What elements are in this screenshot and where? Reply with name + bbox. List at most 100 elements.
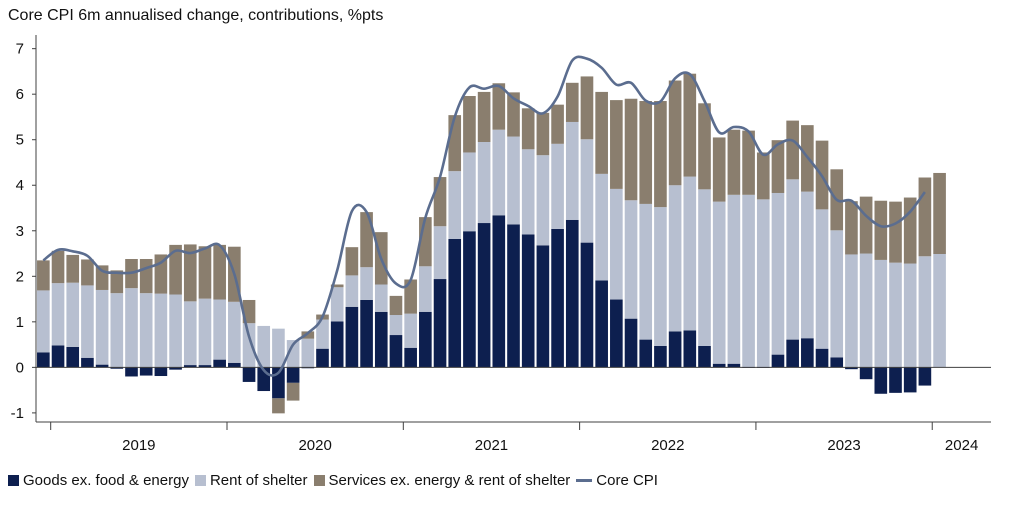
bar-shelter	[51, 283, 65, 346]
bar-shelter	[66, 282, 80, 347]
bar-shelter	[874, 259, 888, 368]
x-tick-label: 2024	[945, 437, 978, 454]
bar-services	[727, 129, 741, 195]
bar-services	[95, 265, 109, 290]
bar-services	[345, 247, 359, 276]
y-tick-label: 7	[16, 41, 24, 58]
bar-goods	[286, 367, 300, 383]
bar-shelter	[624, 200, 638, 319]
bar-goods	[389, 335, 403, 368]
bar-shelter	[125, 288, 138, 368]
bar-shelter	[448, 171, 462, 239]
legend-item-services: Services ex. energy & rent of shelter	[313, 472, 570, 489]
bar-goods	[683, 330, 697, 368]
bar-shelter	[756, 199, 770, 368]
bar-goods	[698, 345, 711, 368]
bar-services	[624, 98, 638, 201]
bar-goods	[228, 362, 241, 368]
bar-services	[859, 196, 873, 254]
y-tick-label: 5	[16, 132, 24, 149]
bar-shelter	[389, 315, 403, 336]
legend-label-goods: Goods ex. food & energy	[23, 472, 189, 489]
legend-swatch-services	[313, 475, 325, 486]
bar-goods	[51, 345, 65, 368]
bar-goods	[815, 348, 829, 368]
bar-goods	[477, 223, 491, 368]
bar-shelter	[551, 143, 564, 229]
bar-shelter	[257, 325, 271, 368]
bar-services	[433, 177, 447, 227]
bar-goods	[448, 238, 462, 368]
legend-item-core: Core CPI	[576, 472, 658, 489]
bar-services	[918, 177, 932, 257]
bar-goods	[786, 339, 799, 368]
bar-goods	[433, 279, 447, 368]
bar-services	[183, 244, 197, 302]
bar-shelter	[668, 185, 682, 332]
bar-shelter	[742, 194, 755, 368]
bar-goods	[903, 367, 917, 393]
x-tick-label: 2020	[298, 437, 331, 454]
bar-services	[845, 201, 858, 255]
bar-services	[477, 91, 491, 142]
bar-goods	[345, 306, 359, 368]
bar-goods	[139, 367, 153, 376]
bar-shelter	[771, 192, 785, 355]
bar-shelter	[712, 201, 726, 364]
bar-goods	[360, 299, 373, 368]
y-tick-label: 0	[16, 359, 24, 376]
legend-label-core: Core CPI	[596, 472, 658, 489]
bar-shelter	[815, 209, 829, 349]
bar-services	[169, 244, 182, 295]
bar-goods	[419, 311, 432, 368]
bar-shelter	[272, 328, 285, 368]
bar-services	[330, 284, 344, 288]
x-tick-label: 2023	[827, 437, 860, 454]
bar-goods	[771, 354, 785, 368]
bar-services	[874, 200, 888, 260]
bar-services	[404, 279, 417, 314]
bar-services	[66, 254, 80, 283]
bar-goods	[169, 367, 182, 370]
legend: Goods ex. food & energy Rent of shelter …	[8, 472, 664, 489]
bar-goods	[595, 280, 608, 368]
bar-goods	[859, 367, 873, 380]
y-tick-label: 1	[16, 314, 24, 331]
legend-label-shelter: Rent of shelter	[209, 472, 308, 489]
bar-goods	[845, 367, 858, 370]
bar-services	[198, 246, 212, 299]
bar-services	[756, 152, 770, 200]
bar-services	[492, 83, 506, 130]
bar-shelter	[507, 136, 520, 225]
bar-goods	[330, 321, 344, 368]
bar-shelter	[110, 293, 124, 368]
bar-shelter	[477, 141, 491, 224]
bar-goods	[404, 347, 417, 368]
bar-shelter	[154, 293, 168, 368]
bar-goods	[727, 363, 741, 368]
legend-item-shelter: Rent of shelter	[194, 472, 308, 489]
bar-goods	[536, 245, 550, 368]
bar-goods	[492, 215, 506, 368]
bar-shelter	[360, 267, 373, 300]
bar-services	[81, 259, 94, 286]
bar-goods	[213, 359, 226, 368]
bar-shelter	[654, 207, 667, 346]
bar-services	[771, 140, 785, 193]
bar-shelter	[316, 319, 329, 349]
legend-item-goods: Goods ex. food & energy	[8, 472, 189, 489]
bar-shelter	[918, 256, 932, 368]
bar-services	[37, 260, 50, 291]
bar-goods	[610, 299, 623, 368]
bar-services	[51, 250, 65, 284]
bar-services	[639, 101, 653, 204]
bar-shelter	[698, 189, 711, 346]
bar-goods	[565, 219, 579, 368]
bar-goods	[316, 348, 329, 368]
bar-services	[213, 244, 226, 300]
legend-swatch-shelter	[194, 475, 206, 486]
bar-services	[610, 100, 623, 189]
bar-shelter	[433, 226, 447, 280]
bar-services	[933, 172, 946, 254]
bar-goods	[37, 352, 50, 368]
